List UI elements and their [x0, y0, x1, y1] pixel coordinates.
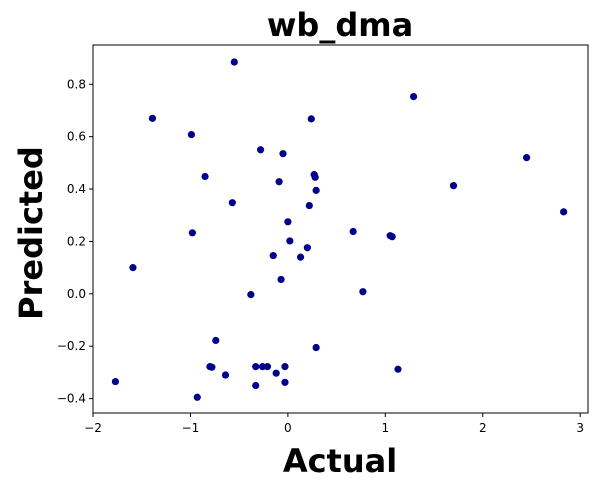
data-point — [252, 381, 260, 390]
data-point — [307, 115, 315, 123]
plot-area — [92, 44, 589, 414]
data-point — [193, 393, 201, 401]
y-tick-label: 0.2 — [67, 234, 86, 248]
x-axis: −2 −1 0 1 2 3 — [84, 413, 584, 435]
y-tick-label: −0.4 — [57, 392, 86, 406]
plot-frame — [92, 44, 589, 414]
x-tick-label: 2 — [479, 421, 487, 435]
data-point — [275, 178, 283, 186]
data-point — [303, 244, 311, 252]
data-point — [269, 251, 277, 260]
x-tick-label: 3 — [576, 421, 584, 435]
data-point — [279, 150, 287, 158]
data-point — [523, 154, 531, 162]
x-axis-label: Actual — [283, 442, 397, 480]
data-point — [311, 173, 319, 181]
data-point — [286, 237, 294, 245]
data-point — [256, 146, 265, 154]
y-axis: −0.4 −0.2 0.0 0.2 0.4 0.6 0.8 — [57, 77, 93, 406]
chart-title: wb_dma — [267, 6, 413, 44]
data-point — [359, 288, 367, 296]
x-tick-label: 1 — [382, 421, 390, 435]
y-tick-label: 0.4 — [67, 182, 86, 196]
data-point — [560, 208, 568, 216]
y-tick-label: −0.2 — [57, 339, 86, 353]
x-tick-label: −1 — [182, 421, 200, 435]
data-points — [111, 58, 568, 401]
data-point — [187, 130, 196, 139]
data-point — [272, 369, 280, 377]
data-point — [281, 378, 289, 386]
data-point — [129, 264, 137, 272]
y-axis-label: Predicted — [12, 146, 50, 320]
data-point — [263, 363, 272, 371]
y-tick-label: 0.0 — [67, 287, 86, 301]
y-tick-label: 0.6 — [67, 130, 86, 144]
data-point — [201, 172, 209, 181]
data-point — [409, 92, 418, 101]
data-point — [111, 377, 120, 386]
x-tick-label: −2 — [84, 421, 102, 435]
data-point — [312, 343, 320, 352]
data-point — [230, 58, 238, 66]
data-point — [188, 229, 196, 237]
data-point — [388, 233, 396, 241]
data-point — [305, 201, 313, 210]
data-point — [221, 371, 230, 379]
data-point — [252, 363, 260, 371]
data-point — [212, 336, 220, 345]
y-tick-label: 0.8 — [67, 77, 86, 91]
data-point — [148, 114, 157, 122]
data-point — [277, 275, 285, 284]
data-point — [349, 227, 357, 236]
data-point — [208, 363, 216, 371]
data-point — [394, 365, 402, 373]
data-point — [296, 253, 305, 261]
data-point — [284, 218, 292, 226]
data-point — [281, 363, 289, 371]
data-point — [449, 182, 458, 190]
x-tick-label: 0 — [284, 421, 292, 435]
data-point — [228, 199, 236, 207]
data-point — [247, 291, 255, 299]
data-point — [312, 186, 320, 194]
